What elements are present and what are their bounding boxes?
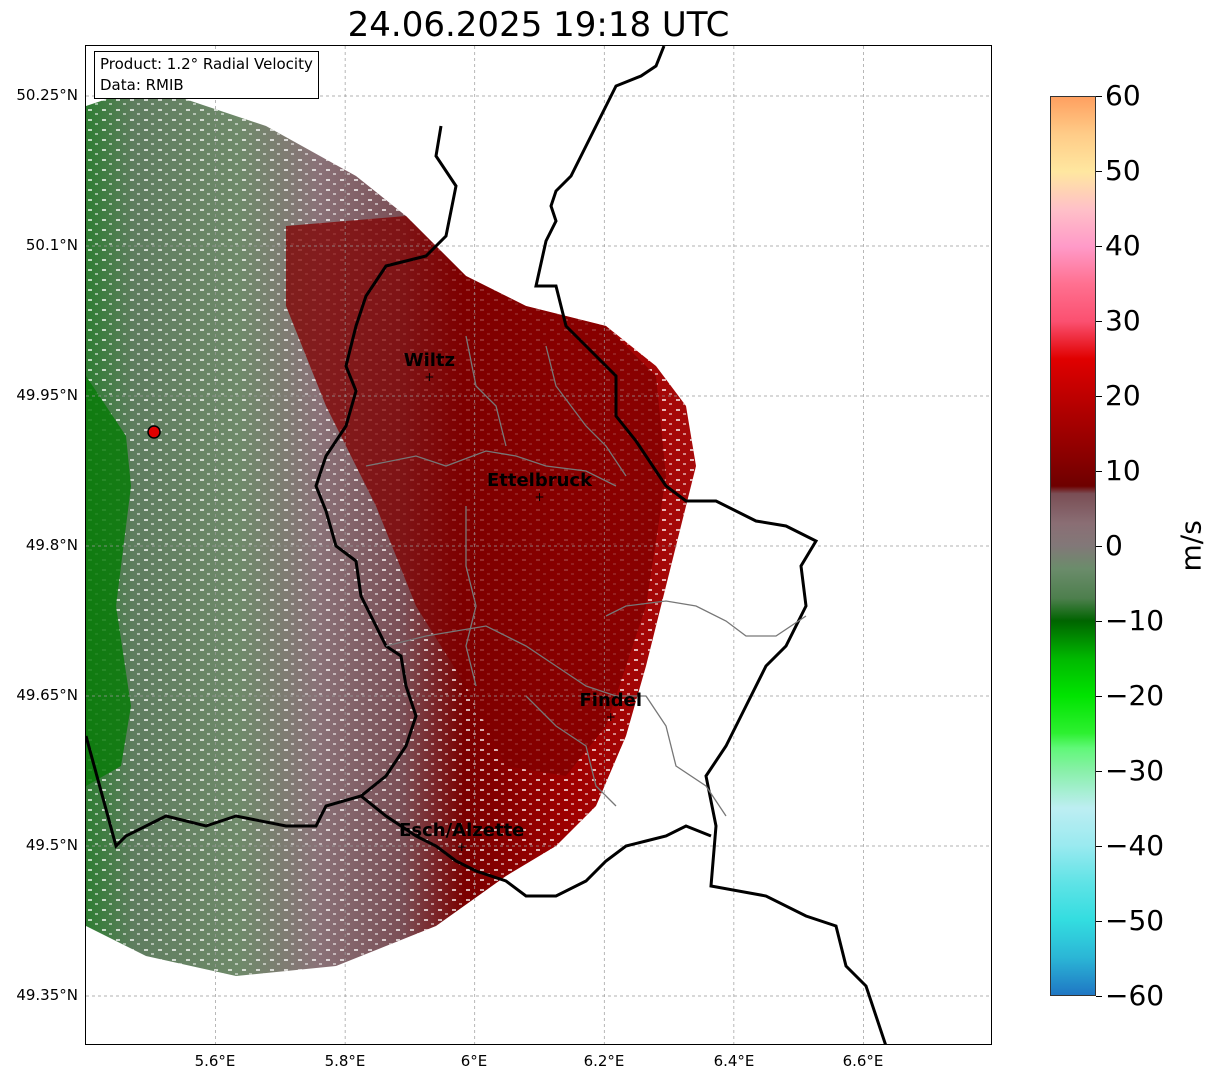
lat-label-49-5: 49.5°N [25,836,78,854]
city-marker-icon: + [534,490,544,504]
data-source-label: Data: RMIB [100,76,184,94]
city-label: Ettelbruck [487,470,593,491]
city-label: Esch/Alzette [399,820,524,841]
lon-label-6-6: 6.6°E [842,1052,884,1070]
colorbar-tick-mark [1096,471,1102,472]
lat-label-50-25: 50.25°N [16,86,78,104]
colorbar-tick-label: −20 [1105,679,1165,712]
colorbar-tick-label: 40 [1105,229,1141,262]
colorbar-tick-label: 30 [1105,304,1141,337]
colorbar-tick-mark [1096,621,1102,622]
city-marker-icon: + [424,370,434,384]
colorbar-tick-mark [1096,846,1102,847]
colorbar-tick-mark [1096,546,1102,547]
radar-site-marker [147,425,161,439]
city-marker-icon: + [606,710,616,724]
city-markers: +Wiltz+Ettelbruck+Findel+Esch/Alzette [399,350,642,854]
colorbar-tick-mark [1096,771,1102,772]
colorbar-tick-mark [1096,921,1102,922]
colorbar-tick-label: −40 [1105,829,1165,862]
colorbar-tick-mark [1096,321,1102,322]
product-label: Product: 1.2° Radial Velocity [100,55,313,73]
velocity-colorbar [1050,96,1096,996]
city-label: Wiltz [404,350,455,371]
canton-borders [365,335,807,817]
colorbar-tick-label: 10 [1105,454,1141,487]
colorbar-tick-mark [1096,996,1102,997]
lon-label-6-4: 6.4°E [713,1052,755,1070]
lat-label-49-8: 49.8°N [25,536,78,554]
outbound-red-core [286,216,666,776]
lon-label-6: 6°E [460,1052,488,1070]
colorbar-unit-label: m/s [1174,520,1207,572]
city-label: Findel [579,690,642,711]
map-canvas: +Wiltz+Ettelbruck+Findel+Esch/Alzette [86,46,991,1044]
city-marker-icon: + [457,840,467,854]
inbound-green-area [86,376,131,786]
lat-label-49-35: 49.35°N [16,986,78,1004]
radar-map[interactable]: + Wiltz + Ettelbruck + Findel + Esch/Alzette [85,45,992,1045]
lat-label-50-1: 50.1°N [25,236,78,254]
colorbar-tick-mark [1096,246,1102,247]
lon-label-6-2: 6.2°E [583,1052,625,1070]
colorbar-tick-mark [1096,171,1102,172]
lon-label-5-8: 5.8°E [324,1052,366,1070]
lon-label-5-6: 5.6°E [194,1052,236,1070]
country-borders [86,46,887,1044]
colorbar-tick-label: 0 [1105,529,1123,562]
lat-label-49-65: 49.65°N [16,686,78,704]
colorbar-tick-label: −50 [1105,904,1165,937]
colorbar-tick-label: −30 [1105,754,1165,787]
lat-label-49-95: 49.95°N [16,386,78,404]
colorbar-tick-label: 20 [1105,379,1141,412]
colorbar-tick-mark [1096,696,1102,697]
colorbar-tick-label: 60 [1105,79,1141,112]
product-info-box: Product: 1.2° Radial Velocity Data: RMIB [94,51,319,99]
colorbar-tick-label: −60 [1105,979,1165,1012]
colorbar-tick-mark [1096,96,1102,97]
colorbar-tick-label: 50 [1105,154,1141,187]
colorbar-tick-label: −10 [1105,604,1165,637]
map-title: 24.06.2025 19:18 UTC [347,5,730,45]
colorbar-tick-mark [1096,396,1102,397]
